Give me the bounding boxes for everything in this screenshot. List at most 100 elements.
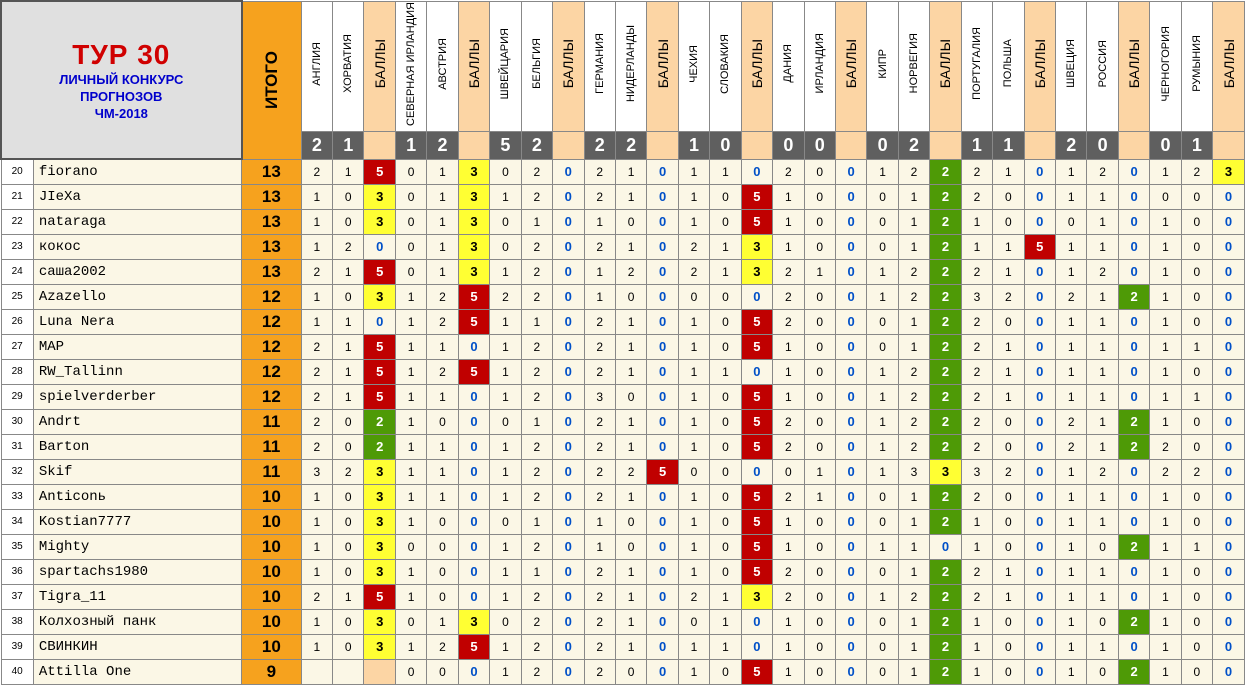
predicted-home-goals (300, 658, 334, 685)
predicted-home-goals: 1 (677, 508, 711, 535)
predicted-home-goals: 2 (960, 383, 994, 410)
match-points: 0 (1117, 558, 1151, 585)
predicted-home-goals: 1 (489, 358, 522, 385)
team-name: СЛОВАКИЯ (719, 33, 732, 94)
predicted-home-goals: 2 (583, 558, 616, 585)
match-points: 0 (1212, 308, 1245, 335)
match-points: 5 (363, 158, 396, 185)
table-row: 40 Attilla One 9 0 0 0 1 2 0 2 0 0 1 0 5 1 0 0 0 1 2 1 0 0 1 0 2 1 0… (0, 658, 1245, 685)
match-points: 3 (457, 183, 491, 210)
predicted-away-goals: 2 (520, 258, 554, 285)
predicted-away-goals: 2 (520, 233, 554, 260)
match-points: 0 (646, 658, 679, 685)
team-name: РУМЫНИЯ (1190, 35, 1203, 92)
match-points: 5 (457, 358, 491, 385)
match-7-home-score: 0 (866, 130, 899, 160)
predicted-away-goals: 2 (897, 258, 931, 285)
predicted-home-goals: 1 (866, 408, 899, 435)
predicted-away-goals: 0 (1180, 308, 1214, 335)
predicted-away-goals: 2 (520, 608, 554, 635)
predicted-home-goals: 1 (1149, 283, 1182, 310)
predicted-away-goals: 1 (897, 308, 931, 335)
predicted-home-goals: 1 (1055, 483, 1088, 510)
predicted-away-goals: 1 (992, 558, 1025, 585)
predicted-away-goals: 0 (709, 658, 742, 685)
predicted-away-goals: 0 (803, 358, 836, 385)
match-points: 0 (646, 233, 679, 260)
match-points: 0 (929, 533, 962, 560)
predicted-home-goals: 1 (772, 658, 805, 685)
match-1-points-score-blank (363, 130, 396, 160)
predicted-home-goals: 1 (300, 483, 334, 510)
match-points: 2 (929, 433, 962, 460)
predicted-home-goals: 0 (677, 283, 711, 310)
predicted-away-goals: 2 (1086, 158, 1119, 185)
predicted-away-goals: 1 (520, 208, 554, 235)
position-number: 32 (0, 458, 34, 485)
predicted-home-goals: 2 (677, 583, 711, 610)
predicted-away-goals: 1 (1180, 383, 1214, 410)
predicted-home-goals: 2 (300, 583, 334, 610)
match-points: 0 (834, 408, 868, 435)
match-points: 5 (457, 308, 491, 335)
predicted-away-goals: 1 (426, 158, 459, 185)
predicted-home-goals: 1 (1055, 458, 1088, 485)
predicted-home-goals: 1 (300, 208, 334, 235)
match-points: 5 (740, 483, 774, 510)
table-row: 22 nataraga 13 1 0 3 0 1 3 0 1 0 1 0 0 1 0 5 1 0 0 0 1 2 1 0 0 0 1 0 1… (0, 208, 1245, 235)
predicted-home-goals: 1 (677, 158, 711, 185)
predicted-home-goals: 0 (394, 183, 428, 210)
predicted-home-goals: 1 (960, 658, 994, 685)
team-name: ИРЛАНДИЯ (813, 33, 826, 94)
match-points: 5 (740, 408, 774, 435)
predicted-home-goals: 1 (677, 483, 711, 510)
predicted-away-goals: 1 (897, 233, 931, 260)
predicted-home-goals: 0 (489, 608, 522, 635)
match-7-away-team: НОРВЕГИЯ (897, 0, 931, 132)
table-row: 33 Anticonь 10 1 0 3 1 1 0 1 2 0 2 1 0 1 0 5 2 1 0 0 1 2 2 0 0 1 1 0 1… (0, 483, 1245, 510)
predicted-home-goals: 1 (772, 208, 805, 235)
predicted-home-goals: 1 (1149, 483, 1182, 510)
predicted-away-goals: 1 (614, 408, 648, 435)
match-points: 0 (834, 183, 868, 210)
table-row: 35 Mighty 10 1 0 3 0 0 0 1 2 0 1 0 0 1 0 5 1 0 0 1 1 0 1 0 0 1 0 2 1 1 0 (0, 533, 1245, 560)
team-name: ХОРВАТИЯ (342, 34, 355, 93)
team-name: ШВЕЙЦАРИЯ (499, 27, 512, 100)
predicted-away-goals: 0 (992, 408, 1025, 435)
match-points: 0 (646, 483, 679, 510)
predicted-away-goals: 0 (1180, 258, 1214, 285)
predicted-home-goals: 2 (960, 408, 994, 435)
predicted-home-goals: 1 (677, 408, 711, 435)
predicted-home-goals: 1 (1055, 608, 1088, 635)
match-points: 0 (1023, 433, 1057, 460)
predicted-home-goals: 1 (489, 558, 522, 585)
predicted-away-goals: 1 (1086, 308, 1119, 335)
predicted-home-goals: 2 (1149, 433, 1182, 460)
match-points: 0 (457, 483, 491, 510)
match-points: 0 (646, 558, 679, 585)
team-name: ДАНИЯ (782, 44, 795, 83)
predicted-away-goals: 0 (992, 658, 1025, 685)
total-points: 13 (241, 208, 302, 235)
predicted-home-goals: 1 (394, 283, 428, 310)
predicted-away-goals: 2 (520, 433, 554, 460)
match-5-away-team: СЛОВАКИЯ (709, 0, 742, 132)
predicted-away-goals: 0 (709, 333, 742, 360)
predicted-home-goals: 0 (866, 183, 899, 210)
predicted-home-goals: 2 (300, 383, 334, 410)
match-9-points-score-blank (1117, 130, 1151, 160)
predicted-away-goals: 1 (426, 433, 459, 460)
predicted-home-goals: 2 (300, 358, 334, 385)
predicted-home-goals: 2 (772, 158, 805, 185)
match-points: 0 (552, 258, 585, 285)
predicted-home-goals: 0 (866, 208, 899, 235)
predicted-home-goals: 0 (394, 208, 428, 235)
predicted-home-goals: 1 (772, 508, 805, 535)
predicted-away-goals: 1 (1086, 208, 1119, 235)
predicted-away-goals: 1 (520, 408, 554, 435)
predicted-away-goals: 1 (992, 158, 1025, 185)
predicted-home-goals: 0 (866, 658, 899, 685)
position-number: 22 (0, 208, 34, 235)
match-1-home-score: 2 (300, 130, 334, 160)
predicted-away-goals: 2 (520, 533, 554, 560)
